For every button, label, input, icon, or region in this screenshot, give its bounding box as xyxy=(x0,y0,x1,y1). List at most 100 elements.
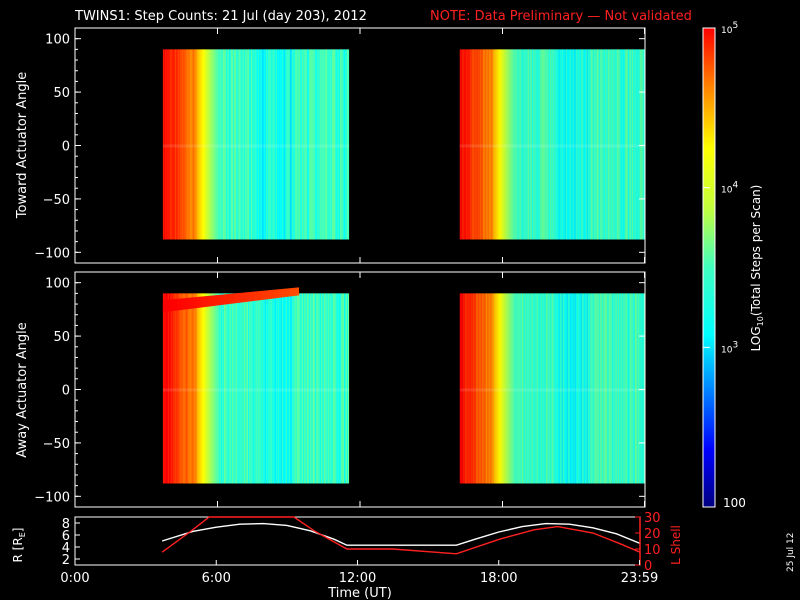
high-angle-band xyxy=(285,288,288,297)
spectrogram-column xyxy=(286,293,289,484)
spectrogram-column xyxy=(327,293,330,484)
spectrogram-column xyxy=(247,293,250,484)
spectrogram-column xyxy=(599,49,601,240)
spectrogram-column xyxy=(623,49,625,240)
lshell-line xyxy=(161,516,641,555)
high-angle-band xyxy=(297,287,300,296)
spectrogram-column xyxy=(535,293,537,484)
spectrogram-column xyxy=(171,293,174,484)
spectrogram-column xyxy=(549,293,551,484)
spectrogram-column xyxy=(188,293,191,484)
spectrogram-column xyxy=(276,293,279,484)
high-angle-band xyxy=(238,292,241,303)
high-angle-band xyxy=(239,292,242,303)
spectrogram-column xyxy=(180,293,183,484)
spectrogram-column xyxy=(547,49,549,240)
high-angle-band xyxy=(289,288,292,297)
spectrogram-column xyxy=(302,293,305,484)
spectrogram-column xyxy=(574,49,576,240)
spectrogram-column xyxy=(563,49,565,240)
high-angle-band xyxy=(224,294,227,305)
high-angle-band xyxy=(203,296,206,308)
spectrogram-column xyxy=(289,293,292,484)
spectrogram-column xyxy=(570,49,572,240)
spectrogram-column xyxy=(615,293,617,484)
spectrogram-column xyxy=(300,293,303,484)
high-angle-band xyxy=(229,293,232,304)
spectrogram-column xyxy=(556,293,558,484)
spectrogram-column xyxy=(568,293,570,484)
spectrogram-column xyxy=(294,49,297,240)
spectrogram-column xyxy=(632,49,634,240)
colorbar-label: LOG10(Total Steps per Scan) xyxy=(749,185,765,352)
spectrogram-column xyxy=(486,49,488,240)
spectrogram-column xyxy=(561,49,563,240)
spectrogram-column xyxy=(170,49,173,240)
spectrogram-column xyxy=(240,49,243,240)
spectrogram-column xyxy=(182,49,185,240)
high-angle-band xyxy=(291,287,294,297)
spectrogram-column xyxy=(595,293,597,484)
spectrogram-column xyxy=(213,293,216,484)
spectrogram-column xyxy=(222,49,225,240)
spectrogram-column xyxy=(604,293,606,484)
spectrogram-column xyxy=(223,49,226,240)
spectrogram-column xyxy=(332,293,335,484)
spectrogram-column xyxy=(178,293,181,484)
spectrogram-column xyxy=(223,293,226,484)
spectrogram-column xyxy=(314,293,317,484)
spectrogram-column xyxy=(297,49,300,240)
spectrogram-column xyxy=(579,49,581,240)
date-stamp: 25 Jul 12 xyxy=(786,533,796,573)
spectrogram-column xyxy=(595,49,597,240)
spectrogram-column xyxy=(189,293,192,484)
spectrogram-column xyxy=(622,49,624,240)
spectrogram-column xyxy=(193,293,196,484)
spectrogram-column xyxy=(283,49,286,240)
spectrogram-column xyxy=(193,49,196,240)
spectrogram-column xyxy=(621,293,623,484)
spectrogram-column xyxy=(609,49,611,240)
spectrogram-column xyxy=(280,49,283,240)
spectrogram-column xyxy=(319,293,322,484)
spectrogram-column xyxy=(163,293,166,484)
spectrogram-column xyxy=(211,293,214,484)
spectrogram-column xyxy=(469,293,471,484)
zero-angle-stripe xyxy=(162,388,350,392)
spectrogram-column xyxy=(486,293,488,484)
spectrogram-column xyxy=(582,49,584,240)
spectrogram-column xyxy=(512,293,514,484)
spectrogram-column xyxy=(602,49,604,240)
spectrogram-column xyxy=(185,49,188,240)
spectrogram-column xyxy=(343,293,346,484)
spectrogram-column xyxy=(317,49,320,240)
spectrogram-column xyxy=(183,293,186,484)
spectrogram-column xyxy=(279,293,282,484)
spectrogram-column xyxy=(280,293,283,484)
y-tick-label: 0 xyxy=(62,384,70,399)
high-angle-band xyxy=(164,299,167,312)
spectrogram-column xyxy=(298,293,301,484)
high-angle-band xyxy=(249,291,252,302)
spectrogram-column xyxy=(337,293,340,484)
spectrogram-column xyxy=(514,49,516,240)
high-angle-band xyxy=(228,293,231,304)
spectrogram-column xyxy=(592,293,594,484)
high-angle-band xyxy=(296,287,299,296)
spectrogram-column xyxy=(219,49,222,240)
spectrogram-column xyxy=(568,49,570,240)
spectrogram-column xyxy=(461,49,463,240)
spectrogram-column xyxy=(230,49,233,240)
spectrogram-column xyxy=(628,293,630,484)
spectrogram-column xyxy=(237,49,240,240)
spectrogram-column xyxy=(203,293,206,484)
y-tick-label: 100 xyxy=(45,33,70,48)
spectrogram-column xyxy=(593,49,595,240)
high-angle-band xyxy=(188,297,191,309)
spectrogram-column xyxy=(465,49,467,240)
spectrogram-column xyxy=(341,49,344,240)
spectrogram-column xyxy=(588,293,590,484)
spectrogram-column xyxy=(616,49,618,240)
high-angle-band xyxy=(205,296,208,307)
spectrogram-column xyxy=(505,49,507,240)
